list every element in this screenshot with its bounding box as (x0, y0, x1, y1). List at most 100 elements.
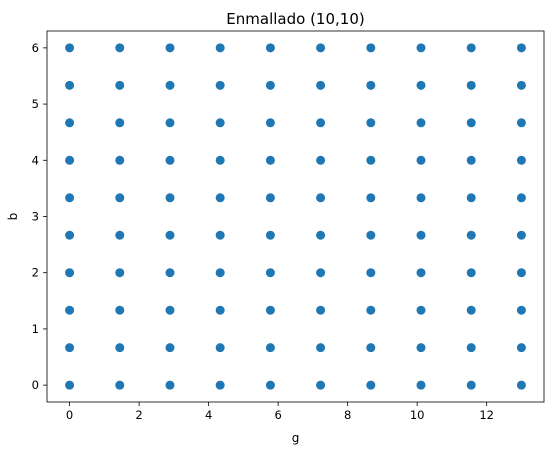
data-point-1-4 (115, 230, 125, 240)
data-point-2-8 (165, 80, 175, 90)
data-point-1-6 (115, 155, 125, 165)
data-point-7-8 (416, 80, 426, 90)
data-point-8-4 (466, 230, 476, 240)
data-point-2-4 (165, 230, 175, 240)
x-tick-label-1: 2 (135, 408, 142, 422)
data-point-2-3 (165, 268, 175, 278)
data-point-1-8 (115, 80, 125, 90)
data-point-1-7 (115, 118, 125, 128)
data-point-9-8 (516, 80, 526, 90)
data-point-5-4 (316, 230, 326, 240)
x-axis: 0 2 4 6 8 10 12 (66, 402, 494, 422)
data-points (65, 43, 526, 390)
data-point-9-7 (516, 118, 526, 128)
data-point-5-8 (316, 80, 326, 90)
data-point-4-2 (265, 305, 275, 315)
data-point-4-3 (265, 268, 275, 278)
data-point-8-3 (466, 268, 476, 278)
data-point-7-6 (416, 155, 426, 165)
data-point-0-0 (65, 380, 75, 390)
data-point-5-7 (316, 118, 326, 128)
data-point-6-6 (366, 155, 376, 165)
data-point-0-5 (65, 193, 75, 203)
x-tick-label-5: 10 (410, 408, 425, 422)
data-point-0-3 (65, 268, 75, 278)
x-axis-label: g (292, 431, 300, 445)
data-point-0-4 (65, 230, 75, 240)
data-point-3-3 (215, 268, 225, 278)
data-point-9-9 (516, 43, 526, 53)
data-point-3-2 (215, 305, 225, 315)
data-point-3-1 (215, 343, 225, 353)
data-point-5-6 (316, 155, 326, 165)
x-tick-label-2: 4 (205, 408, 212, 422)
x-tick-label-4: 8 (344, 408, 351, 422)
data-point-4-1 (265, 343, 275, 353)
data-point-4-6 (265, 155, 275, 165)
data-point-9-0 (516, 380, 526, 390)
y-tick-label-6: 6 (32, 41, 39, 55)
chart-title: Enmallado (10,10) (226, 10, 364, 28)
data-point-8-7 (466, 118, 476, 128)
y-axis-label: b (6, 213, 20, 221)
y-tick-label-3: 3 (32, 210, 39, 224)
y-tick-label-0: 0 (32, 378, 39, 392)
data-point-4-7 (265, 118, 275, 128)
data-point-6-7 (366, 118, 376, 128)
data-point-8-6 (466, 155, 476, 165)
x-tick-label-0: 0 (66, 408, 73, 422)
data-point-2-9 (165, 43, 175, 53)
data-point-9-6 (516, 155, 526, 165)
data-point-3-4 (215, 230, 225, 240)
data-point-1-0 (115, 380, 125, 390)
y-tick-label-4: 4 (32, 153, 39, 167)
data-point-5-9 (316, 43, 326, 53)
data-point-9-3 (516, 268, 526, 278)
data-point-8-8 (466, 80, 476, 90)
y-axis: 0 1 2 3 4 5 6 (32, 41, 47, 392)
data-point-8-9 (466, 43, 476, 53)
data-point-3-6 (215, 155, 225, 165)
data-point-1-1 (115, 343, 125, 353)
data-point-4-9 (265, 43, 275, 53)
data-point-4-5 (265, 193, 275, 203)
data-point-2-2 (165, 305, 175, 315)
data-point-6-5 (366, 193, 376, 203)
data-point-3-9 (215, 43, 225, 53)
data-point-2-0 (165, 380, 175, 390)
data-point-7-3 (416, 268, 426, 278)
data-point-8-2 (466, 305, 476, 315)
data-point-3-5 (215, 193, 225, 203)
y-tick-label-1: 1 (32, 322, 39, 336)
data-point-4-4 (265, 230, 275, 240)
data-point-7-5 (416, 193, 426, 203)
data-point-0-9 (65, 43, 75, 53)
data-point-0-1 (65, 343, 75, 353)
y-tick-label-5: 5 (32, 97, 39, 111)
data-point-8-1 (466, 343, 476, 353)
x-tick-label-6: 12 (479, 408, 494, 422)
data-point-9-4 (516, 230, 526, 240)
data-point-2-5 (165, 193, 175, 203)
data-point-7-0 (416, 380, 426, 390)
data-point-7-7 (416, 118, 426, 128)
data-point-0-6 (65, 155, 75, 165)
data-point-8-0 (466, 380, 476, 390)
data-point-2-1 (165, 343, 175, 353)
data-point-9-1 (516, 343, 526, 353)
data-point-1-9 (115, 43, 125, 53)
data-point-7-4 (416, 230, 426, 240)
data-point-6-9 (366, 43, 376, 53)
data-point-4-0 (265, 380, 275, 390)
data-point-9-5 (516, 193, 526, 203)
data-point-3-7 (215, 118, 225, 128)
data-point-2-7 (165, 118, 175, 128)
data-point-5-3 (316, 268, 326, 278)
data-point-7-2 (416, 305, 426, 315)
data-point-1-5 (115, 193, 125, 203)
x-tick-label-3: 6 (274, 408, 281, 422)
data-point-6-4 (366, 230, 376, 240)
data-point-7-1 (416, 343, 426, 353)
data-point-0-2 (65, 305, 75, 315)
